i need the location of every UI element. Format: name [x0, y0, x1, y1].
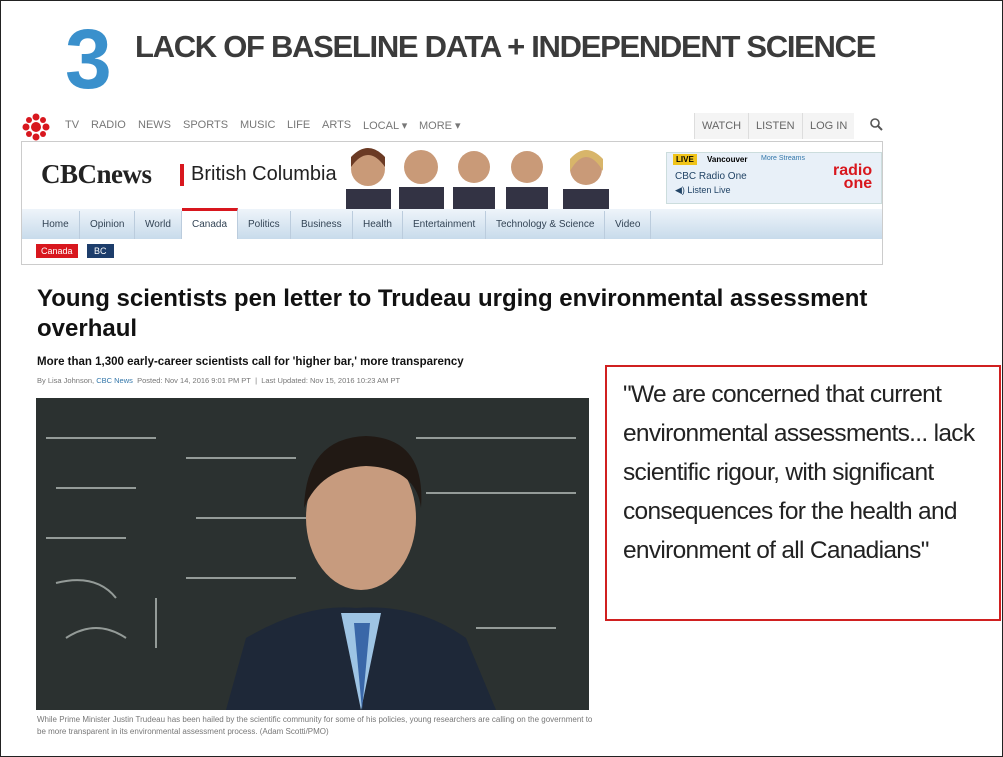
- byline: By Lisa Johnson, CBC News Posted: Nov 14…: [37, 376, 400, 385]
- headline: Young scientists pen letter to Trudeau u…: [37, 284, 897, 344]
- host-photos: [341, 143, 631, 209]
- nav-tab[interactable]: Business: [291, 211, 353, 239]
- slide-title: LACK OF BASELINE DATA + INDEPENDENT SCIE…: [135, 29, 875, 65]
- nav-tab[interactable]: Entertainment: [403, 211, 486, 239]
- nav-link[interactable]: SPORTS: [183, 119, 228, 131]
- outlet[interactable]: CBC News: [96, 376, 133, 385]
- nav-tab[interactable]: Video: [605, 211, 651, 239]
- separator: |: [255, 376, 257, 385]
- live-city: Vancouver: [707, 155, 747, 164]
- slide-number: 3: [65, 11, 112, 108]
- nav-link[interactable]: TV: [65, 119, 79, 131]
- live-badge: LIVE: [673, 154, 697, 165]
- logo-bottom: one: [844, 175, 872, 192]
- nav-tab[interactable]: World: [135, 211, 182, 239]
- posted: Posted: Nov 14, 2016 9:01 PM PT: [137, 376, 251, 385]
- slide: 3 LACK OF BASELINE DATA + INDEPENDENT SC…: [0, 0, 1003, 757]
- region: British Columbia: [191, 163, 337, 186]
- nav-link[interactable]: ARTS: [322, 119, 351, 131]
- photo-caption: While Prime Minister Justin Trudeau has …: [37, 714, 593, 738]
- cbc-gem: [21, 113, 51, 141]
- nav-link[interactable]: MUSIC: [240, 119, 275, 131]
- nav-link[interactable]: MORE ▾: [419, 119, 461, 132]
- nav-tab[interactable]: Canada: [182, 208, 238, 239]
- nav-tab[interactable]: Home: [32, 211, 80, 239]
- nav-link[interactable]: RADIO: [91, 119, 126, 131]
- nav-link[interactable]: LIFE: [287, 119, 310, 131]
- nav-tab[interactable]: Technology & Science: [486, 211, 605, 239]
- nav-tab[interactable]: Politics: [238, 211, 291, 239]
- crumb[interactable]: Canada: [36, 244, 78, 258]
- nav-tab[interactable]: Health: [353, 211, 403, 239]
- nav-tab[interactable]: Opinion: [80, 211, 135, 239]
- account-link[interactable]: WATCH: [694, 113, 748, 139]
- account-link[interactable]: LOG IN: [802, 113, 854, 139]
- search-icon[interactable]: [869, 117, 883, 131]
- account-link[interactable]: LISTEN: [748, 113, 802, 139]
- quote-box: "We are concerned that current environme…: [605, 365, 1001, 621]
- more-streams[interactable]: More Streams: [761, 155, 805, 162]
- crumb[interactable]: BC: [87, 244, 114, 258]
- listen-live[interactable]: ◀) Listen Live: [675, 185, 730, 196]
- author: By Lisa Johnson,: [37, 376, 94, 385]
- divider: [180, 164, 184, 186]
- brand[interactable]: CBCnews: [41, 159, 152, 190]
- updated: Last Updated: Nov 15, 2016 10:23 AM PT: [261, 376, 400, 385]
- station: CBC Radio One: [675, 171, 747, 182]
- subhead: More than 1,300 early-career scientists …: [37, 356, 464, 368]
- article-photo: [36, 398, 589, 710]
- nav-link[interactable]: LOCAL ▾: [363, 119, 407, 132]
- nav-link[interactable]: NEWS: [138, 119, 171, 131]
